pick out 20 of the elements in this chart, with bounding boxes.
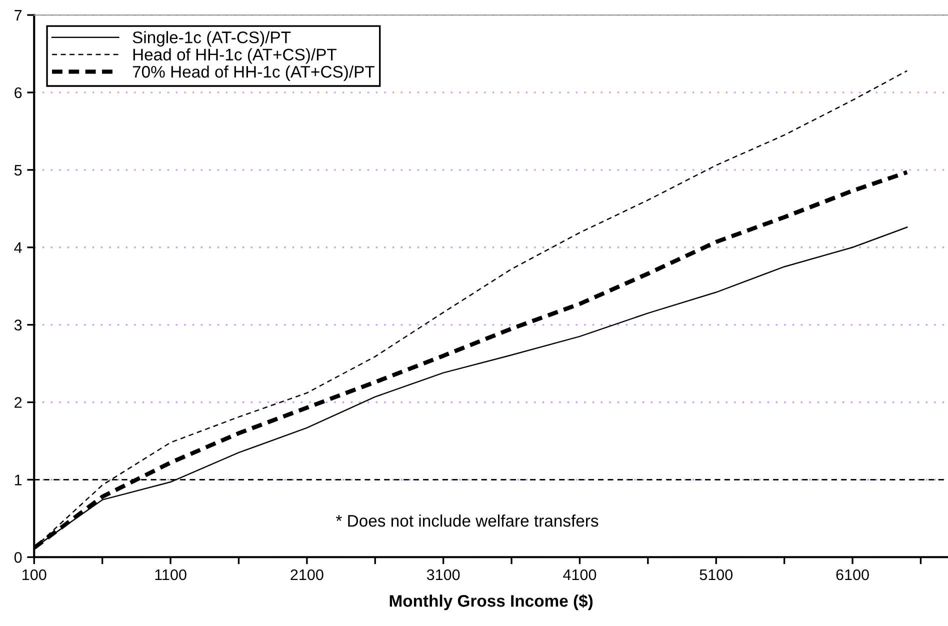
x-tick-label: 100 bbox=[22, 569, 46, 580]
y-tick-label: 4 bbox=[14, 242, 22, 253]
x-tick-label: 3100 bbox=[426, 569, 460, 580]
legend-label: Single-1c (AT-CS)/PT bbox=[132, 31, 291, 47]
x-tick-label: 4100 bbox=[563, 569, 596, 580]
y-tick-label: 2 bbox=[14, 397, 22, 408]
x-tick-label: 5100 bbox=[700, 569, 733, 580]
y-tick-label: 1 bbox=[14, 474, 22, 486]
x-axis-title: Monthly Gross Income ($) bbox=[390, 594, 593, 610]
x-tick-label: 2100 bbox=[290, 569, 324, 580]
x-tick-label: 6100 bbox=[836, 569, 869, 580]
legend-label: Head of HH-1c (AT+CS)/PT bbox=[133, 48, 336, 64]
x-tick-label: 1100 bbox=[155, 569, 186, 580]
y-tick-label: 5 bbox=[14, 164, 22, 176]
annotation: * Does not include welfare transfers bbox=[336, 514, 598, 527]
y-tick-label: 0 bbox=[14, 552, 22, 563]
y-tick-label: 6 bbox=[14, 87, 22, 98]
y-tick-label: 7 bbox=[14, 10, 22, 21]
y-tick-label: 3 bbox=[14, 320, 22, 330]
legend-label: 70% Head of HH-1c (AT+CS)/PT bbox=[132, 65, 374, 82]
